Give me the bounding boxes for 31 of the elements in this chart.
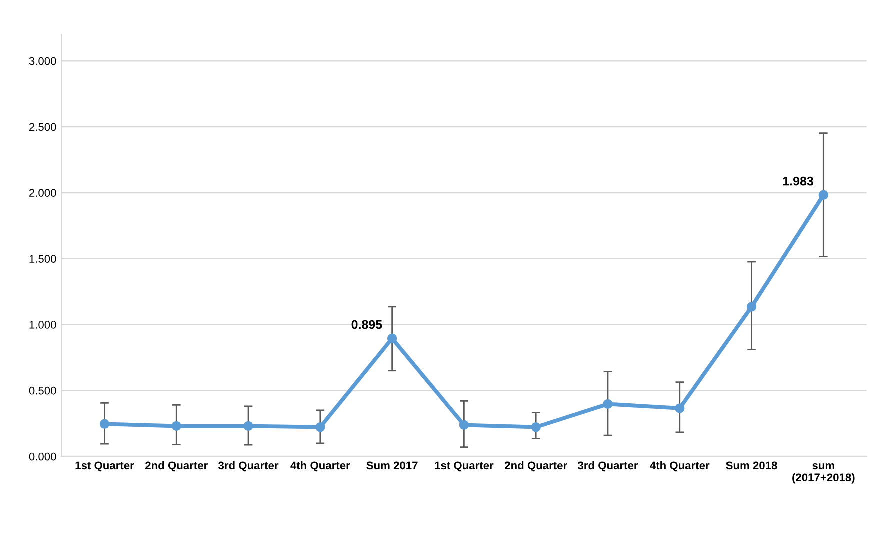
x-tick-label: sum (2017+2018) — [792, 464, 855, 484]
x-tick-label: 2nd Quarter — [146, 461, 208, 472]
x-tick-label: 2nd Quarter — [504, 461, 568, 472]
point — [531, 422, 541, 432]
point — [459, 420, 470, 430]
y-tick-label: 0.500 — [29, 386, 56, 395]
y-tick-label: 1.500 — [30, 255, 56, 263]
point — [818, 190, 829, 200]
y-tick-label: 0.000 — [29, 452, 56, 461]
x-tick-label: Sum 2018 — [726, 462, 778, 470]
y-tick-label: 3.000 — [29, 57, 56, 66]
x-tick-label: 3rd Quarter — [218, 461, 279, 472]
data-label: 0.895 — [352, 320, 382, 330]
y-tick-label: 1.000 — [30, 321, 56, 329]
y-tick-label: 2.500 — [29, 123, 56, 132]
point — [172, 421, 182, 432]
x-tick-label: 4th Quarter — [290, 461, 350, 472]
point — [100, 419, 110, 429]
point — [387, 334, 398, 344]
x-tick-label: 4th Quarter — [650, 461, 710, 472]
point — [244, 421, 254, 432]
x-tick-label: 3rd Quarter — [578, 461, 638, 472]
point — [603, 399, 613, 410]
point — [746, 302, 757, 312]
x-tick-label: 1st Quarter — [435, 462, 494, 472]
data-label: 1.983 — [783, 176, 814, 186]
x-tick-label: 1st Quarter — [76, 462, 134, 472]
point — [675, 404, 685, 414]
y-tick-label: 2.000 — [29, 189, 56, 198]
point — [316, 422, 326, 432]
x-tick-label: Sum 2017 — [366, 462, 418, 470]
